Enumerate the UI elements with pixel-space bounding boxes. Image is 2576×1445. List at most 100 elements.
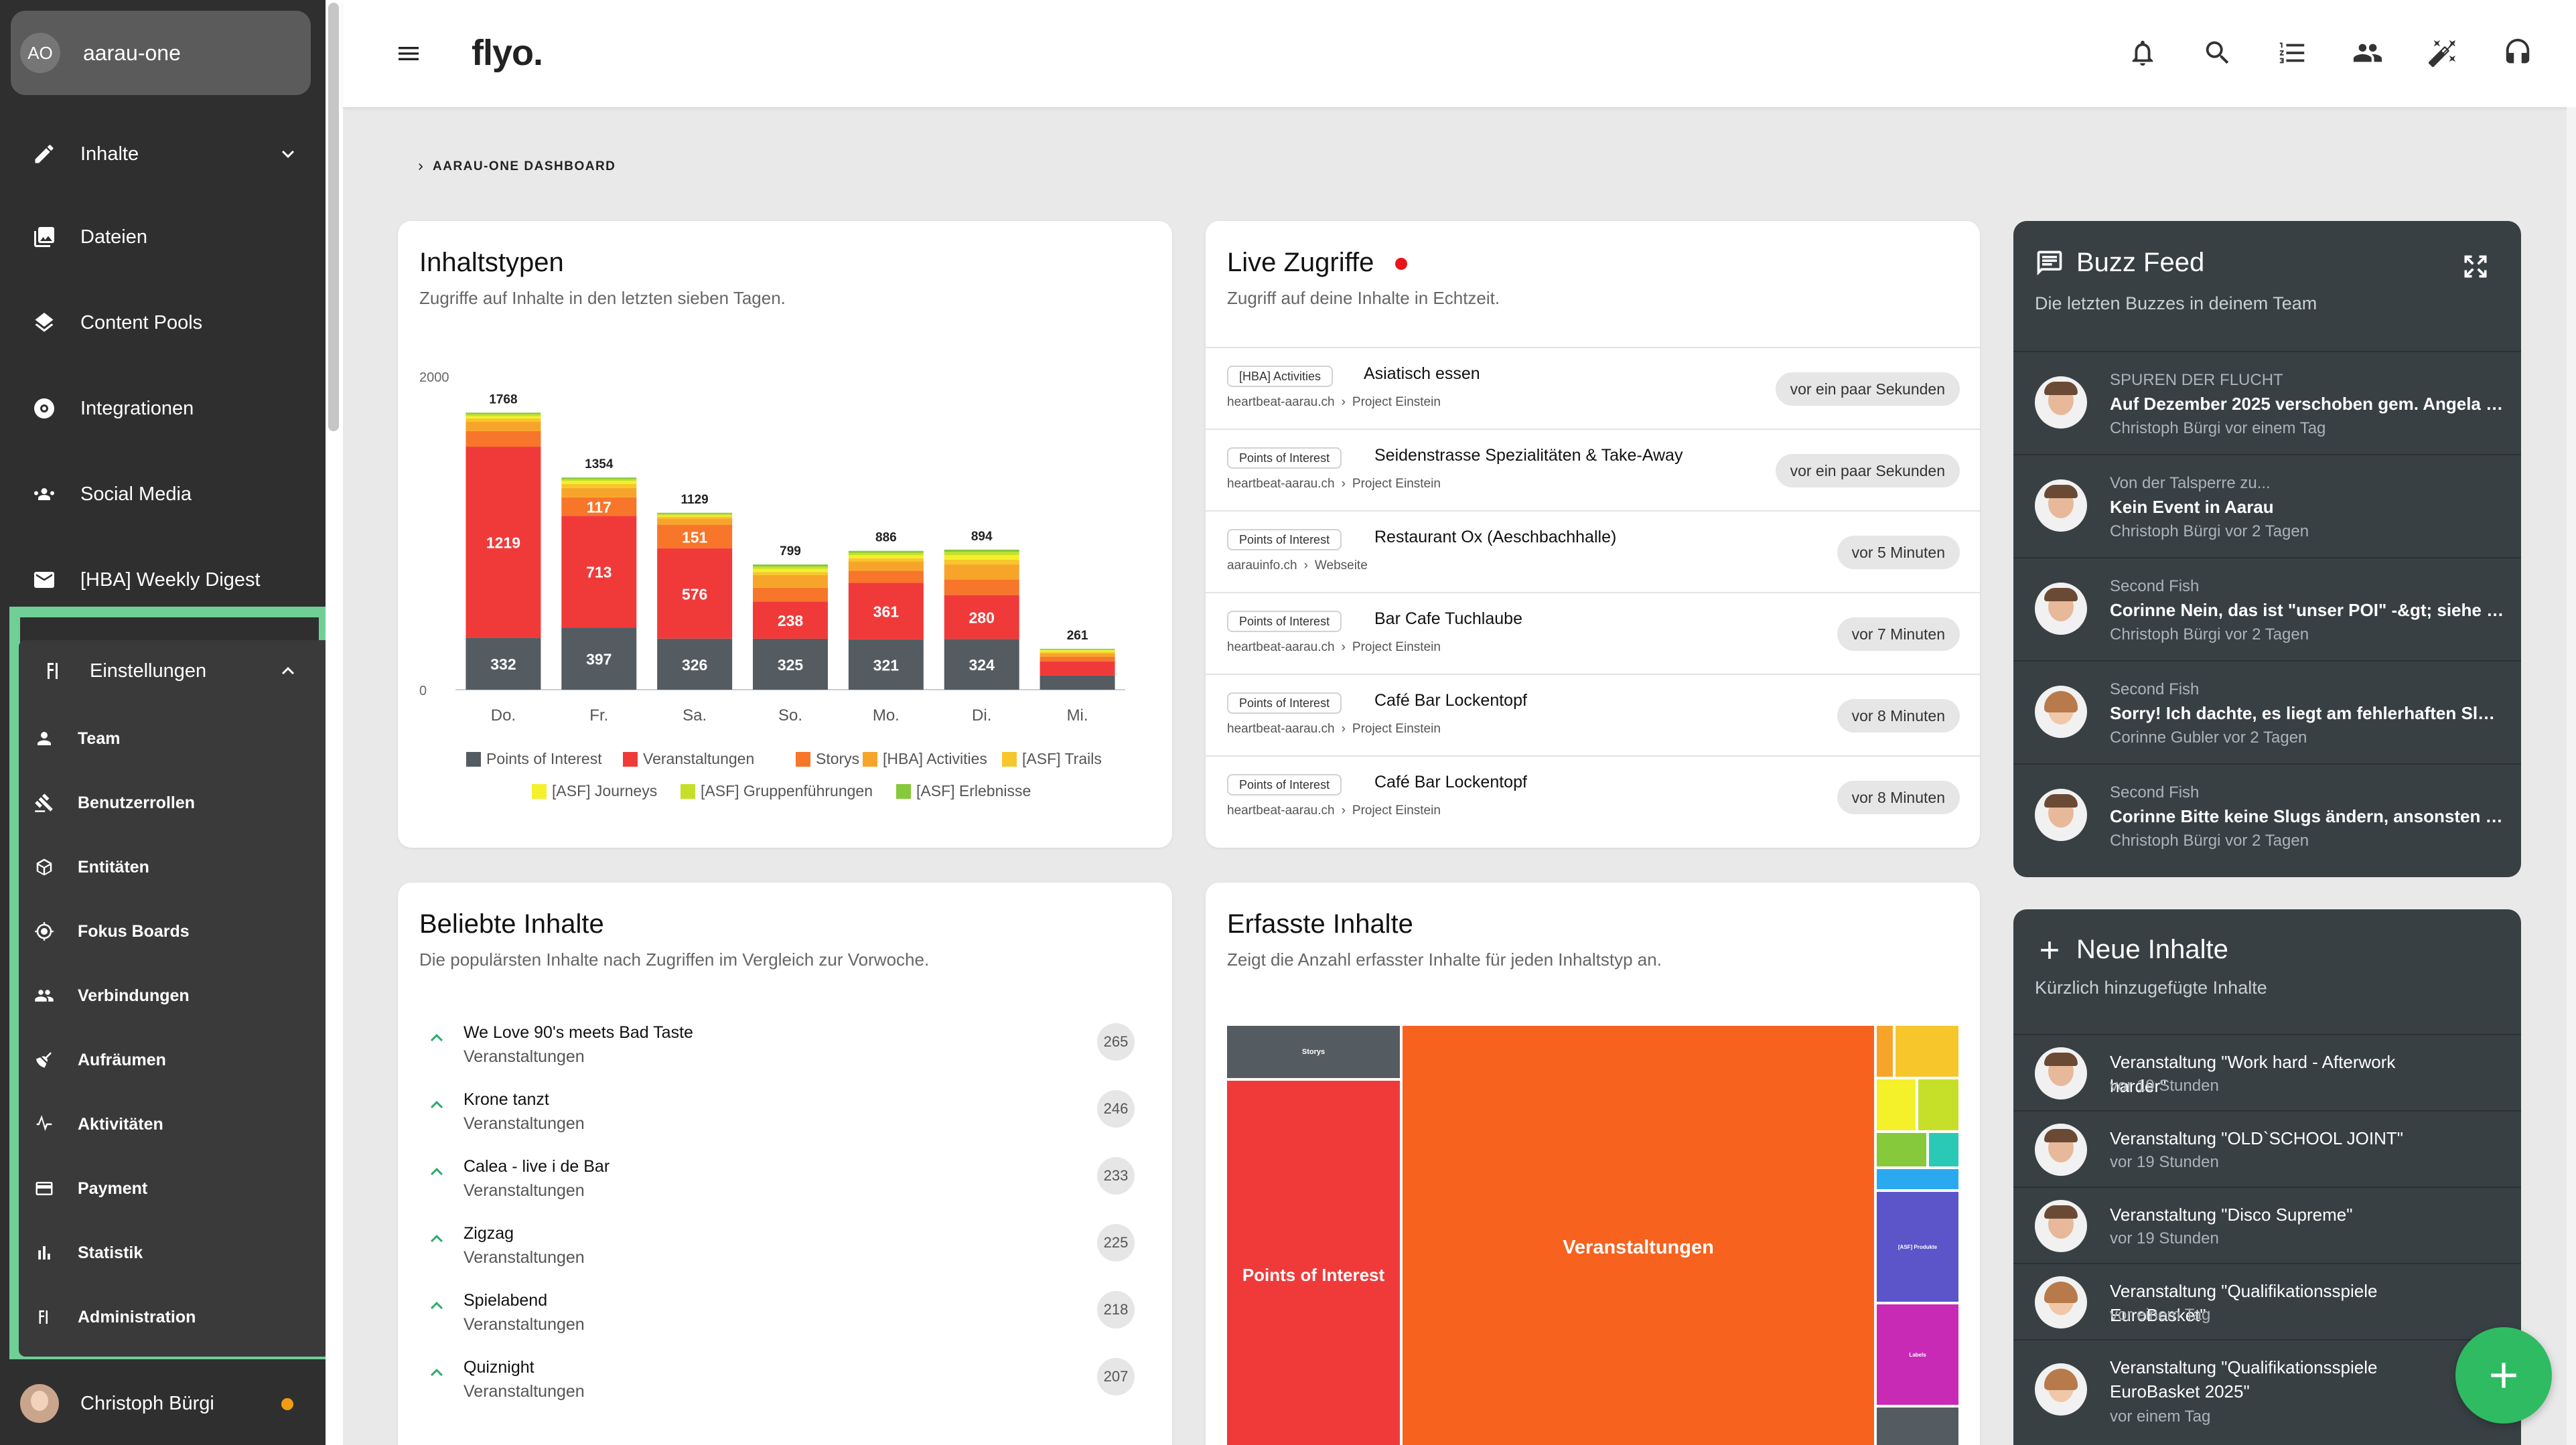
search-icon[interactable] — [2202, 37, 2234, 70]
plus-icon — [2491, 1363, 2516, 1388]
treemap-tile[interactable] — [1929, 1133, 1958, 1166]
legend-item[interactable]: [ASF] Trails — [1002, 750, 1102, 768]
live-row[interactable]: Points of Interest Café Bar Lockentopf hea… — [1206, 755, 1980, 837]
buzz-row[interactable]: Second Fish Corinne Nein, das ist "unser … — [2013, 557, 2521, 660]
treemap-tile[interactable] — [1877, 1026, 1893, 1077]
legend-item[interactable]: [ASF] Erlebnisse — [896, 782, 1031, 800]
sidebar-item-benutzerrollen[interactable]: Benutzerrollen — [19, 773, 313, 833]
user-menu[interactable]: Christoph Bürgi — [0, 1370, 326, 1437]
sidebar-item-payment[interactable]: Payment — [19, 1158, 313, 1219]
legend-item[interactable]: Points of Interest — [466, 750, 602, 768]
sidebar-item-entitaeten[interactable]: Entitäten — [19, 837, 313, 897]
data-label: 324 — [969, 656, 995, 674]
sidebar-item-statistik[interactable]: Statistik — [19, 1223, 313, 1283]
scrollbar-thumb[interactable] — [328, 3, 339, 431]
new-content-row[interactable]: Veranstaltung "Work hard - Afterwork har… — [2013, 1034, 2521, 1110]
sidebar-item-einstellungen[interactable]: Einstellungen — [9, 637, 330, 704]
treemap-tile[interactable] — [1877, 1079, 1916, 1130]
legend-item[interactable]: [HBA] Activities — [863, 750, 987, 768]
popular-row[interactable]: Calea - live i de Bar Veranstaltungen 233 — [419, 1150, 1156, 1217]
new-content-row[interactable]: Veranstaltung "Qualifikationsspiele Euro… — [2013, 1263, 2521, 1339]
data-label: 321 — [873, 656, 900, 674]
sidebar-item-content-pools[interactable]: Content Pools — [0, 289, 326, 356]
legend-label: [ASF] Gruppenführungen — [701, 782, 873, 800]
legend-item[interactable]: Storys — [796, 750, 859, 768]
sidebar-item-administration[interactable]: Administration — [19, 1287, 313, 1347]
logo[interactable]: flyo. — [472, 33, 543, 73]
sidebar-item-fokus-boards[interactable]: Fokus Boards — [19, 901, 313, 962]
popular-row[interactable]: Spielabend Veranstaltungen 218 — [419, 1284, 1156, 1351]
buzz-row[interactable]: Second Fish Corinne Bitte keine Slugs änd… — [2013, 763, 2521, 866]
live-item-target: Project Einstein — [1352, 395, 1441, 409]
popular-row[interactable]: We Love 90's meets Bad Taste Veranstaltun… — [419, 1016, 1156, 1083]
breadcrumb[interactable]: AARAU-ONE DASHBOARD — [414, 159, 616, 174]
card-title: Inhaltstypen — [419, 248, 564, 277]
list-icon[interactable] — [2277, 37, 2309, 70]
buzz-row[interactable]: Von der Talsperre zu... Kein Event in Aar… — [2013, 454, 2521, 557]
sidebar-item-dateien[interactable]: Dateien — [0, 204, 326, 271]
data-label: 713 — [586, 564, 612, 581]
sidebar-item-inhalte[interactable]: Inhalte — [0, 121, 326, 187]
new-content-row[interactable]: Veranstaltung "OLD`SCHOOL JOINT" vor 19 S… — [2013, 1110, 2521, 1187]
live-row[interactable]: Points of Interest Bar Cafe Tuchlaube hear… — [1206, 592, 1980, 674]
bar-segment — [944, 554, 1019, 560]
popular-row[interactable]: Zigzag Veranstaltungen 225 — [419, 1217, 1156, 1284]
bar-segment — [466, 416, 541, 419]
treemap-tile[interactable]: Labels — [1877, 1304, 1958, 1405]
treemap-tile[interactable] — [1895, 1026, 1958, 1077]
legend-item[interactable]: Veranstaltungen — [623, 750, 754, 768]
org-name: aarau-one — [83, 40, 181, 65]
org-switcher[interactable]: AO aarau-one — [11, 11, 311, 95]
data-label: 576 — [682, 585, 707, 603]
menu-icon[interactable] — [395, 40, 422, 67]
magic-wand-off-icon[interactable] — [2427, 37, 2459, 70]
popular-row[interactable]: Krone tanzt Veranstaltungen 246 — [419, 1083, 1156, 1150]
expand-icon[interactable] — [2461, 252, 2490, 281]
treemap-tile[interactable]: Veranstaltungen — [1403, 1026, 1874, 1445]
total-label: 886 — [875, 531, 897, 545]
live-row[interactable]: Points of Interest Seidenstrasse Speziali… — [1206, 429, 1980, 510]
treemap-tile[interactable]: [ASF] Produkte — [1877, 1192, 1958, 1302]
sidebar-item-label: Aufräumen — [78, 1050, 166, 1069]
sidebar-item-verbindungen[interactable]: Verbindungen — [19, 966, 313, 1026]
sidebar-item-aufraeumen[interactable]: Aufräumen — [19, 1030, 313, 1090]
time-badge: vor ein paar Sekunden — [1775, 454, 1960, 487]
main-scrollbar[interactable] — [2567, 107, 2576, 1445]
treemap-tile[interactable]: Points of Interest — [1227, 1081, 1400, 1445]
legend-label: [HBA] Activities — [883, 750, 987, 767]
treemap-tile[interactable]: Storys — [1227, 1026, 1400, 1078]
buzz-row[interactable]: SPUREN DER FLUCHT Auf Dezember 2025 versc… — [2013, 351, 2521, 454]
people-icon[interactable] — [2352, 37, 2384, 70]
treemap-tile[interactable] — [1877, 1408, 1958, 1445]
sidebar-item-team[interactable]: Team — [19, 708, 313, 769]
sidebar-scrollbar[interactable] — [326, 0, 343, 1445]
sidebar-item-aktivitaeten[interactable]: Aktivitäten — [19, 1094, 313, 1154]
live-row[interactable]: [HBA] Activities Asiatisch essen heartbeat… — [1206, 347, 1980, 429]
sidebar-item-social-media[interactable]: Social Media — [0, 461, 326, 528]
live-row[interactable]: Points of Interest Restaurant Ox (Aeschba… — [1206, 510, 1980, 592]
legend-item[interactable]: [ASF] Gruppenführungen — [681, 782, 873, 800]
data-label: 361 — [873, 603, 900, 621]
headset-icon[interactable] — [2502, 37, 2534, 70]
sidebar-item-weekly-digest[interactable]: [HBA] Weekly Digest — [0, 546, 326, 613]
treemap-tile[interactable] — [1877, 1169, 1958, 1189]
add-content-button[interactable] — [2455, 1327, 2552, 1424]
bar-chart-icon — [33, 1242, 55, 1264]
trend-up-icon — [425, 1227, 449, 1251]
live-row[interactable]: Points of Interest Café Bar Lockentopf hea… — [1206, 674, 1980, 755]
sidebar-item-integrationen[interactable]: Integrationen — [0, 375, 326, 442]
card-title: Erfasste Inhalte — [1227, 909, 1413, 939]
buzz-meta: Corinne Gubler vor 2 Tagen — [2110, 729, 2307, 747]
new-content-row[interactable]: Veranstaltung "Disco Supreme" vor 19 Stun… — [2013, 1187, 2521, 1263]
legend-label: Points of Interest — [486, 750, 602, 767]
popular-title: Quiznight — [463, 1358, 534, 1377]
treemap-tile[interactable] — [1918, 1079, 1958, 1130]
buzz-row[interactable]: Second Fish Sorry! Ich dachte, es liegt a… — [2013, 660, 2521, 763]
treemap-tile[interactable] — [1877, 1133, 1926, 1166]
new-content-row[interactable]: Veranstaltung "Qualifikationsspiele Euro… — [2013, 1339, 2521, 1440]
bar-segment — [944, 579, 1019, 595]
legend-item[interactable]: [ASF] Journeys — [532, 782, 657, 800]
avatar — [20, 1384, 59, 1423]
bell-icon[interactable] — [2127, 37, 2159, 70]
popular-row[interactable]: Quiznight Veranstaltungen 207 — [419, 1351, 1156, 1418]
